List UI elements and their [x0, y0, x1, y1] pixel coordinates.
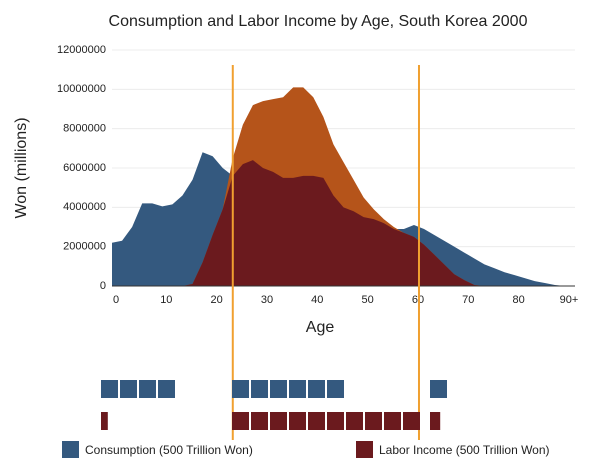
income-block: [430, 412, 441, 430]
x-tick-label: 50: [362, 294, 374, 306]
x-tick-label: 70: [462, 294, 474, 306]
legend-swatch: [62, 441, 79, 458]
income-block: [346, 412, 363, 430]
income-block: [232, 412, 249, 430]
income-block: [251, 412, 268, 430]
legend-label: Consumption (500 Trillion Won): [85, 443, 253, 457]
income-block: [139, 380, 156, 398]
income-block: [270, 412, 287, 430]
income-block: [232, 380, 249, 398]
x-tick-label: 80: [512, 294, 524, 306]
y-axis-label: Won (millions): [13, 117, 30, 218]
y-tick-label: 2000000: [63, 241, 106, 253]
income-block: [308, 412, 325, 430]
income-block: [384, 412, 401, 430]
x-axis-label: Age: [306, 319, 335, 336]
income-block: [158, 380, 175, 398]
y-tick-label: 6000000: [63, 162, 106, 174]
income-block: [289, 380, 306, 398]
x-tick-label: 30: [261, 294, 273, 306]
income-block: [289, 412, 306, 430]
y-tick-label: 0: [100, 280, 106, 292]
x-tick-label: 40: [311, 294, 323, 306]
income-block: [101, 412, 108, 430]
x-tick-label: 90+: [560, 294, 579, 306]
income-block: [308, 380, 325, 398]
income-block: [120, 380, 137, 398]
legend-label: Labor Income (500 Trillion Won): [379, 443, 550, 457]
income-block: [365, 412, 382, 430]
chart-title: Consumption and Labor Income by Age, Sou…: [109, 13, 528, 30]
legend-swatch: [356, 441, 373, 458]
y-tick-label: 12000000: [57, 44, 106, 56]
income-block: [270, 380, 287, 398]
x-tick-label: 20: [211, 294, 223, 306]
income-block: [403, 412, 420, 430]
y-tick-label: 4000000: [63, 201, 106, 213]
income-block: [430, 380, 447, 398]
income-block: [327, 412, 344, 430]
y-tick-label: 8000000: [63, 123, 106, 135]
x-tick-label: 0: [113, 294, 119, 306]
y-tick-label: 10000000: [57, 83, 106, 95]
overlap-area: [112, 160, 565, 286]
x-tick-label: 10: [160, 294, 172, 306]
income-block: [327, 380, 344, 398]
income-block: [251, 380, 268, 398]
x-tick-label: 60: [412, 294, 424, 306]
income-block: [101, 380, 118, 398]
